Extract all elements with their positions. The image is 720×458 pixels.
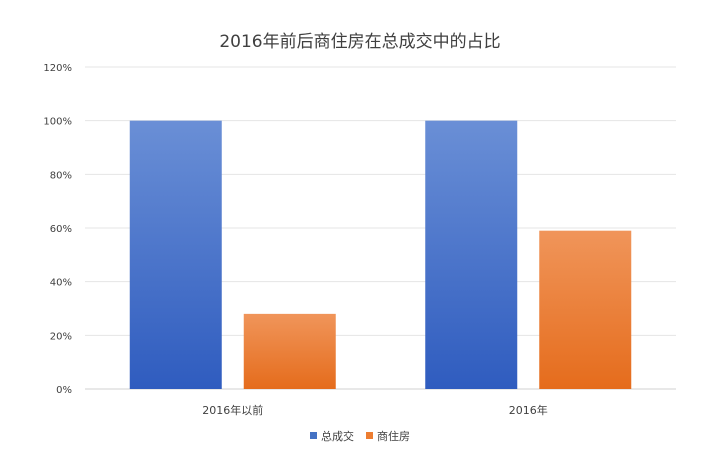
x-axis-ticks: 2016年以前 2016年 — [202, 403, 548, 417]
y-tick-label: 20% — [50, 331, 72, 342]
legend-label: 商住房 — [377, 429, 410, 443]
x-tick-label: 2016年以前 — [202, 403, 263, 417]
bar-commercial-residential — [243, 313, 336, 389]
bar-total — [425, 120, 518, 390]
bars — [129, 120, 632, 390]
y-tick-label: 60% — [50, 224, 72, 235]
bar-total — [129, 120, 222, 390]
legend-swatch — [310, 432, 317, 439]
y-axis-ticks: 0% 20% 40% 60% 80% 100% 120% — [43, 63, 72, 396]
x-tick-label: 2016年 — [509, 403, 548, 417]
legend-label: 总成交 — [321, 429, 354, 443]
legend-swatch — [366, 432, 373, 439]
chart-title: 2016年前后商住房在总成交中的占比 — [219, 32, 500, 52]
y-tick-label: 100% — [43, 117, 72, 128]
y-tick-label: 0% — [56, 385, 72, 396]
bar-commercial-residential — [539, 230, 632, 389]
y-tick-label: 120% — [43, 63, 72, 74]
y-tick-label: 80% — [50, 170, 72, 181]
legend: 总成交 商住房 — [310, 429, 410, 443]
y-tick-label: 40% — [50, 278, 72, 289]
